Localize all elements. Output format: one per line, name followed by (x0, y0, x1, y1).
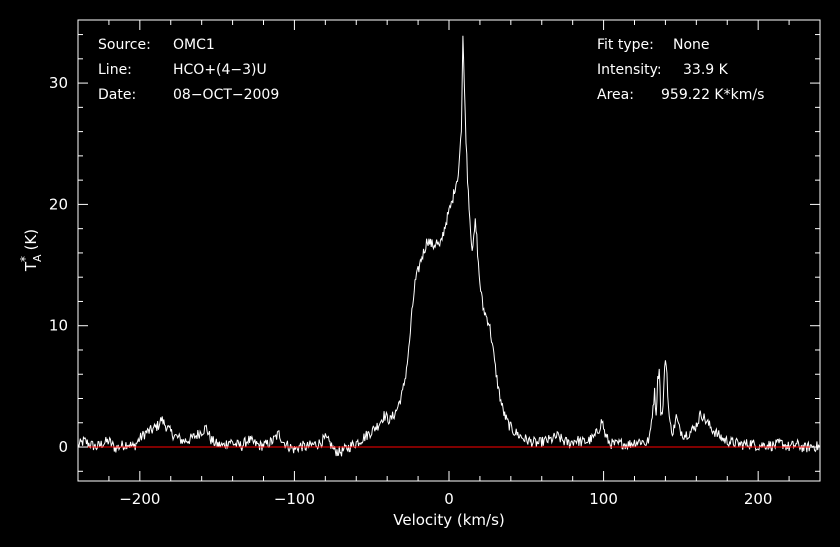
x-tick-label: −100 (274, 490, 315, 508)
y-axis-label-unit: (K) (22, 229, 40, 251)
intensity-value: 33.9 K (683, 62, 728, 78)
date-value: 08−OCT−2009 (173, 87, 280, 103)
x-tick-label: 0 (444, 490, 454, 508)
source-row: Source: OMC1 (98, 37, 215, 53)
x-tick-label: 100 (589, 490, 618, 508)
source-value: OMC1 (173, 37, 215, 53)
area-row: Area: 959.22 K*km/s (597, 87, 764, 103)
fit-type-label: Fit type: (597, 37, 654, 53)
source-label: Source: (98, 37, 151, 53)
line-row: Line: HCO+(4−3)U (98, 62, 267, 78)
intensity-label: Intensity: (597, 62, 662, 78)
x-tick-label: −200 (119, 490, 160, 508)
date-label: Date: (98, 87, 137, 103)
area-label: Area: (597, 87, 634, 103)
y-axis-label: T*A (K) (18, 229, 44, 272)
x-tick-label: 200 (744, 490, 773, 508)
y-axis-label-main: T (22, 261, 40, 272)
area-value: 959.22 K*km/s (661, 87, 765, 103)
y-tick-label: 0 (58, 438, 68, 456)
date-row: Date: 08−OCT−2009 (98, 87, 279, 103)
fit-type-row: Fit type: None (597, 37, 710, 53)
plot-frame (77, 19, 821, 482)
line-value: HCO+(4−3)U (173, 62, 267, 78)
y-axis-label-sub: A (31, 254, 44, 262)
y-tick-label: 30 (49, 74, 68, 92)
intensity-row: Intensity: 33.9 K (597, 62, 728, 78)
x-axis-label: Velocity (km/s) (393, 511, 504, 529)
spectrum-line (77, 35, 821, 457)
fit-type-value: None (673, 37, 710, 53)
y-tick-label: 10 (49, 317, 68, 335)
line-label: Line: (98, 62, 132, 78)
y-tick-label: 20 (49, 195, 68, 213)
y-axis-label-sup: * (18, 256, 32, 262)
